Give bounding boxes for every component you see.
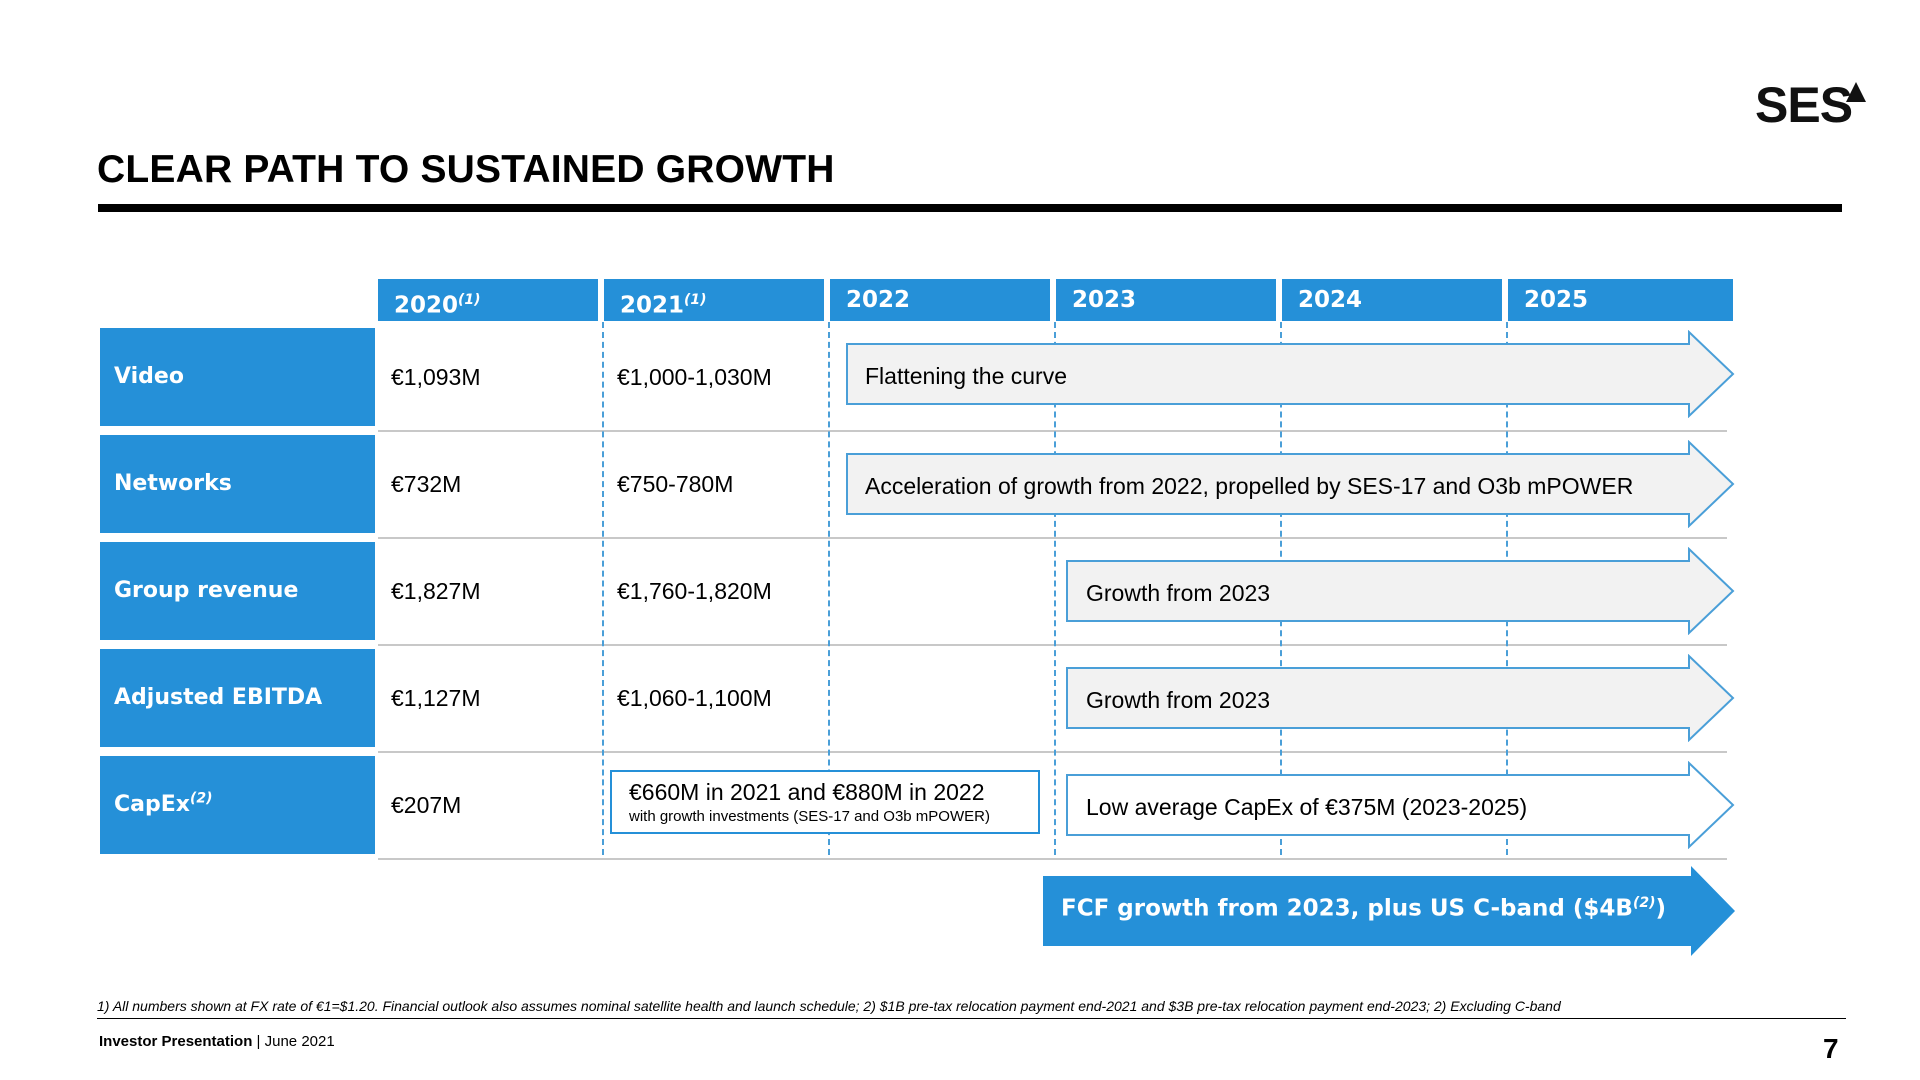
- adjusted-ebitda-2021-value: €1,060-1,100M: [617, 685, 772, 711]
- footer-rule: [97, 1018, 1846, 1019]
- capex-2021-2022-main: €660M in 2021 and €880M in 2022: [629, 779, 985, 805]
- video-2021-value: €1,000-1,030M: [617, 364, 772, 390]
- capex-2021-2022-box: €660M in 2021 and €880M in 2022 with gro…: [610, 770, 1040, 834]
- column-divider: [1054, 322, 1056, 855]
- capex-2020-value: €207M: [391, 792, 462, 818]
- year-header-2022: 2022: [830, 279, 1050, 321]
- adjusted-ebitda-2020-value: €1,127M: [391, 685, 481, 711]
- footer-label: Investor Presentation | June 2021: [99, 1033, 335, 1050]
- year-header-2023: 2023: [1056, 279, 1276, 321]
- fcf-text: FCF growth from 2023, plus US C-band ($4…: [1061, 895, 1666, 922]
- column-divider: [828, 322, 830, 855]
- group-revenue-2021-value: €1,760-1,820M: [617, 578, 772, 604]
- group-revenue-2020-value: €1,827M: [391, 578, 481, 604]
- logo-triangle-icon: [1846, 82, 1866, 102]
- row-divider: [378, 644, 1727, 646]
- year-header-2025: 2025: [1508, 279, 1733, 321]
- ses-logo: SES: [1755, 77, 1853, 133]
- year-header-2021: 2021(1): [604, 279, 824, 321]
- page-number: 7: [1823, 1033, 1839, 1064]
- page-title: CLEAR PATH TO SUSTAINED GROWTH: [97, 148, 835, 191]
- group-revenue-outlook-arrow: [1066, 547, 1735, 635]
- row-label-capex: CapEx(2): [100, 756, 375, 854]
- year-header-2024: 2024: [1282, 279, 1502, 321]
- capex-outlook-arrow: [1066, 761, 1735, 849]
- adjusted-ebitda-outlook-arrow: [1066, 654, 1735, 742]
- row-label-group-revenue: Group revenue: [100, 542, 375, 640]
- row-divider: [378, 858, 1727, 860]
- video-2020-value: €1,093M: [391, 364, 481, 390]
- capex-2021-2022-sub: with growth investments (SES-17 and O3b …: [629, 808, 990, 826]
- row-label-networks: Networks: [100, 435, 375, 533]
- networks-2020-value: €732M: [391, 471, 462, 497]
- row-label-adjusted-ebitda: Adjusted EBITDA: [100, 649, 375, 747]
- row-label-video: Video: [100, 328, 375, 426]
- column-divider: [602, 322, 604, 855]
- capex-outlook-text: Low average CapEx of €375M (2023-2025): [1086, 794, 1528, 820]
- networks-2021-value: €750-780M: [617, 471, 734, 497]
- video-outlook-arrow: [846, 330, 1735, 418]
- fcf-arrow: [1043, 866, 1735, 956]
- networks-outlook-arrow: [846, 440, 1735, 528]
- adjusted-ebitda-outlook-text: Growth from 2023: [1086, 687, 1271, 713]
- title-rule: [98, 204, 1842, 212]
- year-header-2020: 2020(1): [378, 279, 598, 321]
- footnote: 1) All numbers shown at FX rate of €1=$1…: [97, 998, 1561, 1014]
- video-outlook-text: Flattening the curve: [865, 363, 1068, 389]
- group-revenue-outlook-text: Growth from 2023: [1086, 580, 1271, 606]
- row-divider: [378, 751, 1727, 753]
- networks-outlook-text: Acceleration of growth from 2022, propel…: [865, 473, 1634, 499]
- row-divider: [378, 430, 1727, 432]
- row-divider: [378, 537, 1727, 539]
